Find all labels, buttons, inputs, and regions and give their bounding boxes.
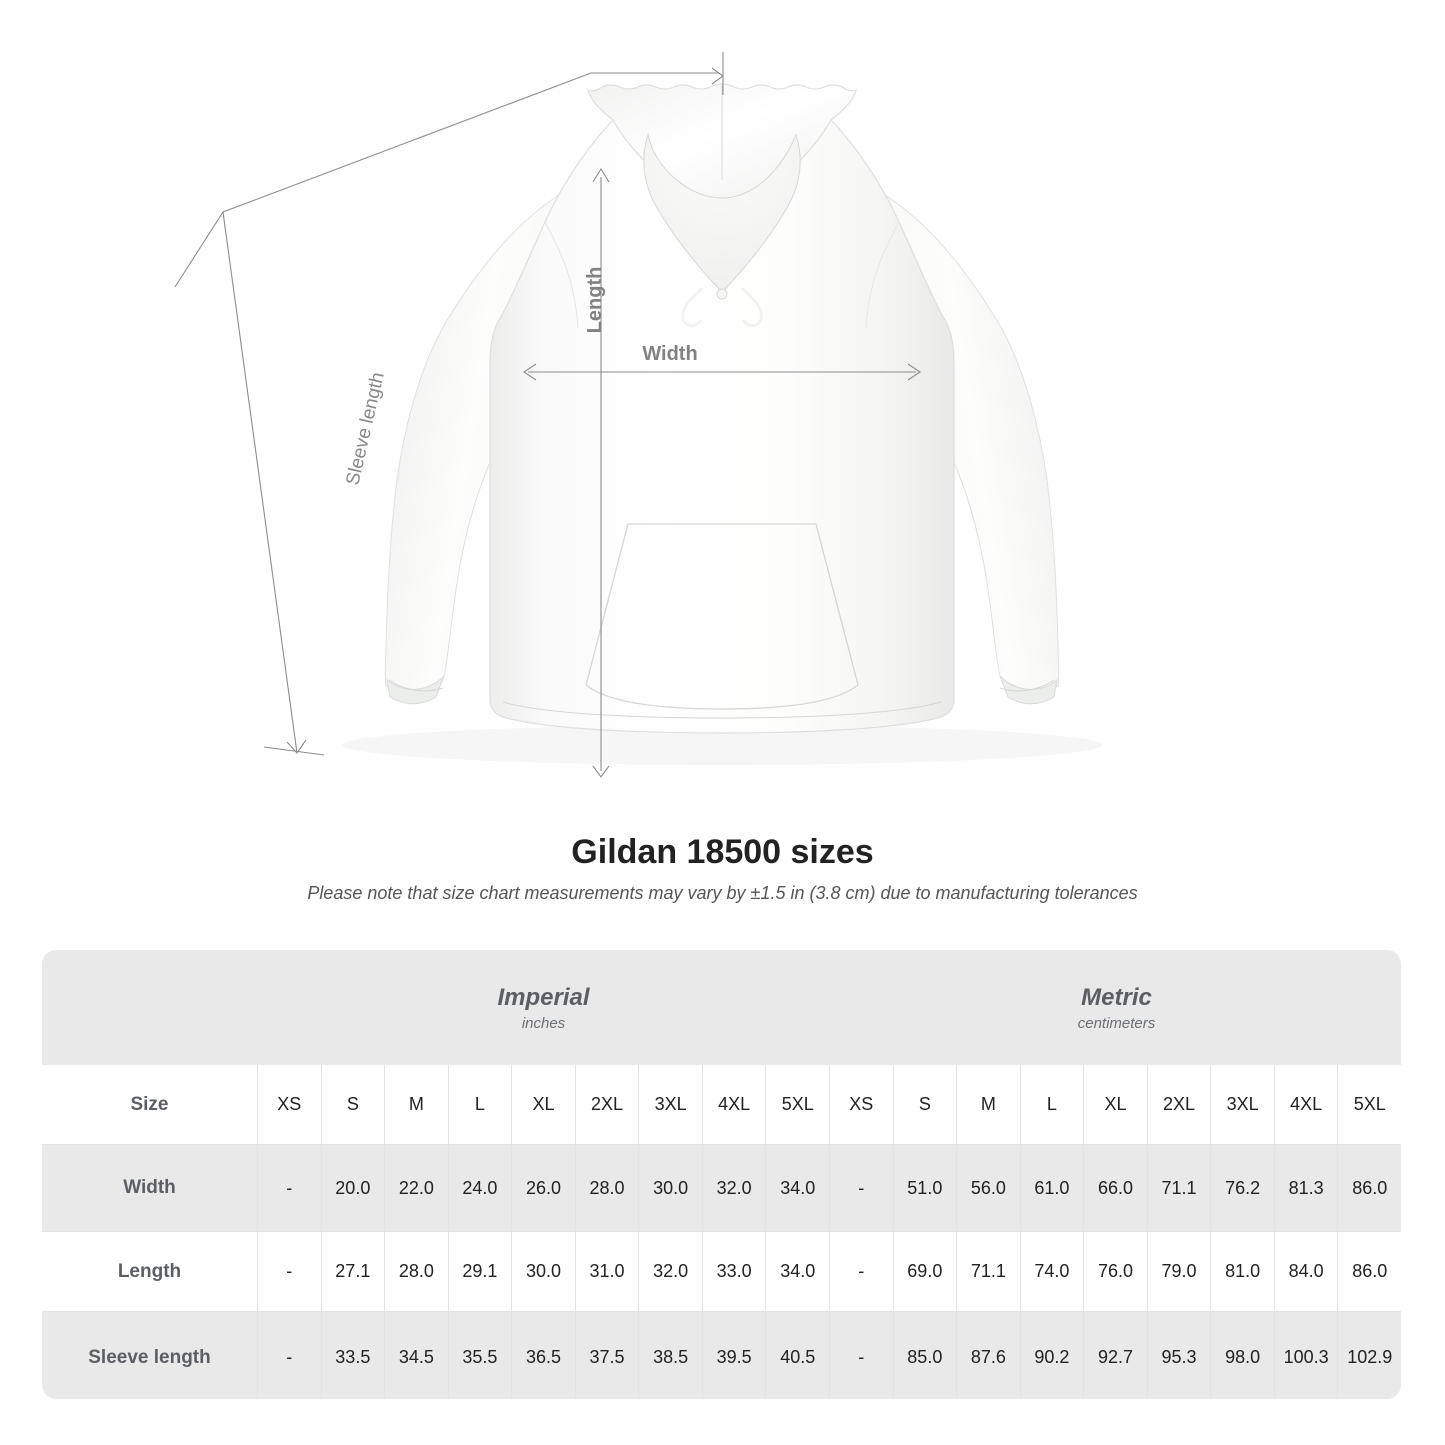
svg-text:Width: Width [642,343,697,365]
svg-text:Length: Length [584,267,606,334]
svg-text:Sleeve length: Sleeve length [342,370,388,487]
